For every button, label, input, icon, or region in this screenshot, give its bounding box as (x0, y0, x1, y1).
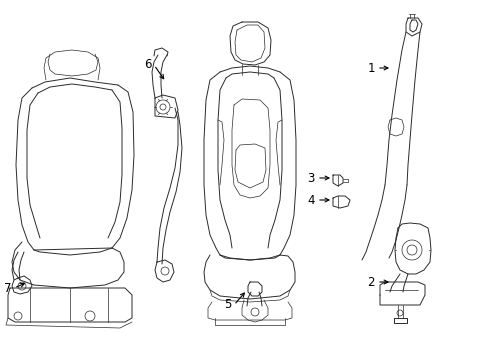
Text: 3: 3 (307, 171, 315, 184)
Text: 5: 5 (224, 298, 232, 311)
Text: 7: 7 (4, 282, 12, 294)
Text: 1: 1 (367, 62, 375, 75)
Text: 4: 4 (307, 194, 315, 207)
Text: 6: 6 (144, 58, 152, 72)
Text: 2: 2 (367, 275, 375, 288)
